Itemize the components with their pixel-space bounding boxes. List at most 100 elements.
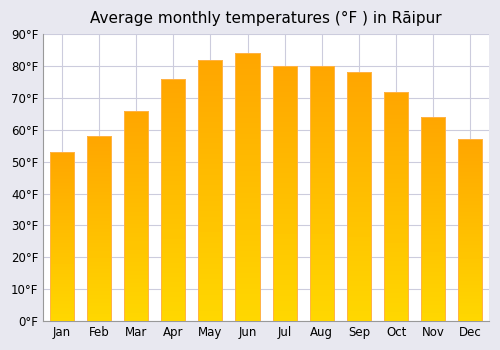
Bar (161, 224, 186, 229)
Bar (198, 117, 222, 122)
Bar (384, 156, 408, 160)
Bar (458, 234, 482, 238)
Bar (384, 211, 408, 216)
Bar (124, 296, 148, 300)
Bar (310, 112, 334, 117)
Bar (384, 165, 408, 170)
Bar (50, 152, 74, 155)
Bar (421, 121, 446, 125)
Bar (50, 290, 74, 294)
Bar (198, 253, 222, 258)
Bar (236, 262, 260, 267)
Bar (310, 245, 334, 250)
Bar (161, 122, 186, 127)
Bar (272, 224, 296, 229)
Bar (236, 53, 260, 321)
Bar (458, 201, 482, 205)
Bar (87, 254, 111, 258)
Bar (347, 82, 371, 88)
Bar (198, 175, 222, 180)
Bar (124, 317, 148, 321)
Bar (347, 72, 371, 77)
Bar (50, 216, 74, 220)
Bar (87, 159, 111, 162)
Bar (50, 183, 74, 186)
Bar (347, 296, 371, 301)
Bar (272, 86, 296, 92)
Bar (384, 257, 408, 261)
Bar (161, 244, 186, 248)
Title: Average monthly temperatures (°F ) in Rā̇ipur: Average monthly temperatures (°F ) in Rā… (90, 11, 442, 26)
Bar (347, 72, 371, 321)
Bar (310, 138, 334, 142)
Bar (384, 303, 408, 307)
Bar (458, 176, 482, 179)
Bar (50, 173, 74, 176)
Bar (384, 294, 408, 298)
Bar (87, 210, 111, 214)
Bar (310, 306, 334, 311)
Bar (458, 143, 482, 147)
Bar (310, 265, 334, 270)
Bar (50, 237, 74, 240)
Bar (50, 176, 74, 179)
Bar (384, 96, 408, 101)
Bar (236, 235, 260, 241)
Bar (124, 132, 148, 136)
Bar (161, 176, 186, 181)
Bar (50, 280, 74, 284)
Bar (236, 294, 260, 300)
Bar (87, 147, 111, 151)
Bar (272, 255, 296, 260)
Bar (347, 122, 371, 127)
Bar (384, 298, 408, 303)
Bar (198, 300, 222, 305)
Bar (236, 59, 260, 64)
Bar (124, 191, 148, 195)
Bar (272, 214, 296, 219)
Bar (87, 140, 111, 143)
Bar (198, 185, 222, 190)
Bar (87, 284, 111, 288)
Bar (458, 183, 482, 187)
Bar (87, 229, 111, 232)
Bar (384, 92, 408, 96)
Bar (347, 276, 371, 281)
Bar (458, 248, 482, 252)
Bar (124, 279, 148, 283)
Bar (198, 180, 222, 185)
Bar (272, 173, 296, 178)
Bar (236, 139, 260, 144)
Bar (458, 238, 482, 241)
Bar (421, 260, 446, 264)
Bar (161, 113, 186, 118)
Bar (421, 141, 446, 146)
Bar (124, 271, 148, 275)
Bar (198, 310, 222, 316)
Bar (124, 111, 148, 115)
Bar (50, 274, 74, 277)
Bar (458, 296, 482, 299)
Bar (421, 284, 446, 288)
Bar (272, 76, 296, 82)
Bar (310, 316, 334, 321)
Bar (272, 285, 296, 290)
Bar (421, 231, 446, 235)
Bar (310, 275, 334, 280)
Bar (272, 295, 296, 301)
Bar (421, 207, 446, 211)
Bar (310, 153, 334, 158)
Bar (87, 151, 111, 155)
Bar (272, 178, 296, 183)
Bar (421, 264, 446, 268)
Bar (50, 220, 74, 223)
Bar (198, 237, 222, 243)
Bar (421, 313, 446, 317)
Bar (87, 195, 111, 199)
Bar (161, 89, 186, 93)
Bar (236, 219, 260, 225)
Bar (124, 161, 148, 166)
Bar (161, 312, 186, 316)
Bar (421, 244, 446, 247)
Bar (50, 210, 74, 213)
